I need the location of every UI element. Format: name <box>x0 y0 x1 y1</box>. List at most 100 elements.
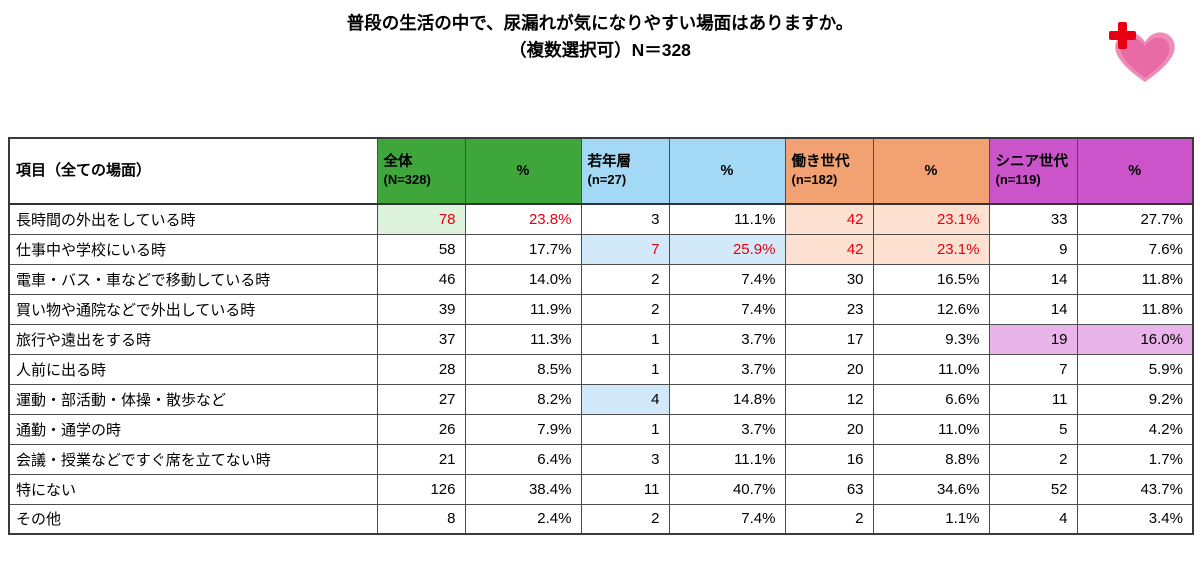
data-cell: 46 <box>376 263 466 295</box>
column-header-percent-7: % <box>1076 137 1194 205</box>
table-row: 電車・バス・車などで移動している時 46 14.0% 2 7.4% 30 16.5% 14 11… <box>8 263 1194 295</box>
data-cell: 39 <box>376 293 466 325</box>
data-cell: 14.0% <box>464 263 582 295</box>
title-line-2: （複数選択可）N＝328 <box>509 40 691 61</box>
column-header-group-0: 全体 (N=328) <box>376 137 466 205</box>
data-cell: 1.7% <box>1076 443 1194 475</box>
data-cell: 11.8% <box>1076 293 1194 325</box>
data-cell: 52 <box>988 473 1078 505</box>
data-cell: 3.7% <box>668 413 786 445</box>
data-cell: 7.4% <box>668 263 786 295</box>
data-cell: 14 <box>988 263 1078 295</box>
data-cell: 11.8% <box>1076 263 1194 295</box>
data-cell: 11.1% <box>668 443 786 475</box>
data-cell: 2 <box>580 263 670 295</box>
data-cell: 11.9% <box>464 293 582 325</box>
data-cell: 12 <box>784 383 874 415</box>
data-cell: 3.7% <box>668 353 786 385</box>
data-cell: 7.4% <box>668 293 786 325</box>
row-label: 通勤・通学の時 <box>8 413 378 445</box>
data-cell: 7 <box>988 353 1078 385</box>
table-row: 会議・授業などですぐ席を立てない時 21 6.4% 3 11.1% 16 8.8% 2 1.7% <box>8 443 1194 475</box>
data-cell: 34.6% <box>872 473 990 505</box>
data-cell: 58 <box>376 233 466 265</box>
data-cell: 21 <box>376 443 466 475</box>
data-cell: 3 <box>580 443 670 475</box>
table-row: 運動・部活動・体操・散歩など 27 8.2% 4 14.8% 12 6.6% 11 9.2% <box>8 383 1194 415</box>
column-header-group-4: 働き世代 (n=182) <box>784 137 874 205</box>
data-cell: 2 <box>580 503 670 535</box>
data-cell: 23 <box>784 293 874 325</box>
data-cell: 25.9% <box>668 233 786 265</box>
data-cell: 43.7% <box>1076 473 1194 505</box>
data-cell: 23.1% <box>872 233 990 265</box>
row-label: 長時間の外出をしている時 <box>8 203 378 235</box>
survey-table: 項目（全ての場面） 全体 (N=328)% 若年層 (n=27)% 働き世代 (n=182… <box>8 137 1194 535</box>
data-cell: 2 <box>580 293 670 325</box>
column-header-percent-1: % <box>464 137 582 205</box>
data-cell: 14 <box>988 293 1078 325</box>
data-cell: 14.8% <box>668 383 786 415</box>
data-cell: 16.5% <box>872 263 990 295</box>
table-row: 人前に出る時 28 8.5% 1 3.7% 20 11.0% 7 5.9% <box>8 353 1194 385</box>
table-row: 旅行や遠出をする時 37 11.3% 1 3.7% 17 9.3% 19 16.0% <box>8 323 1194 355</box>
table-row: 通勤・通学の時 26 7.9% 1 3.7% 20 11.0% 5 4.2% <box>8 413 1194 445</box>
data-cell: 23.1% <box>872 203 990 235</box>
data-cell: 1 <box>580 413 670 445</box>
header-row: 項目（全ての場面） 全体 (N=328)% 若年層 (n=27)% 働き世代 (n=182… <box>8 137 1194 205</box>
data-cell: 3 <box>580 203 670 235</box>
data-cell: 4.2% <box>1076 413 1194 445</box>
data-cell: 11.3% <box>464 323 582 355</box>
row-label: 特にない <box>8 473 378 505</box>
data-cell: 7.4% <box>668 503 786 535</box>
data-cell: 9.3% <box>872 323 990 355</box>
column-header-group-2: 若年層 (n=27) <box>580 137 670 205</box>
data-cell: 6.4% <box>464 443 582 475</box>
data-cell: 4 <box>580 383 670 415</box>
data-cell: 8 <box>376 503 466 535</box>
column-header-percent-3: % <box>668 137 786 205</box>
data-cell: 78 <box>376 203 466 235</box>
data-cell: 11 <box>988 383 1078 415</box>
data-cell: 3.7% <box>668 323 786 355</box>
data-cell: 20 <box>784 353 874 385</box>
data-cell: 38.4% <box>464 473 582 505</box>
data-cell: 27.7% <box>1076 203 1194 235</box>
data-cell: 11.0% <box>872 413 990 445</box>
row-label: 運動・部活動・体操・散歩など <box>8 383 378 415</box>
data-cell: 63 <box>784 473 874 505</box>
data-cell: 27 <box>376 383 466 415</box>
data-cell: 6.6% <box>872 383 990 415</box>
data-cell: 5 <box>988 413 1078 445</box>
data-cell: 1.1% <box>872 503 990 535</box>
data-cell: 33 <box>988 203 1078 235</box>
table-row: 特にない 126 38.4% 11 40.7% 63 34.6% 52 43.7% <box>8 473 1194 505</box>
row-label: その他 <box>8 503 378 535</box>
data-cell: 1 <box>580 323 670 355</box>
data-cell: 20 <box>784 413 874 445</box>
data-cell: 7 <box>580 233 670 265</box>
brand-heart-cross-logo-icon <box>1109 22 1175 82</box>
row-label: 人前に出る時 <box>8 353 378 385</box>
data-cell: 9 <box>988 233 1078 265</box>
data-cell: 1 <box>580 353 670 385</box>
page-title: 普段の生活の中で、尿漏れが気になりやすい場面はありますか。 （複数選択可）N＝3… <box>0 0 1200 64</box>
row-label: 旅行や遠出をする時 <box>8 323 378 355</box>
data-cell: 26 <box>376 413 466 445</box>
data-cell: 7.9% <box>464 413 582 445</box>
table-row: 買い物や通院などで外出している時 39 11.9% 2 7.4% 23 12.6% 14 11.… <box>8 293 1194 325</box>
data-cell: 3.4% <box>1076 503 1194 535</box>
data-cell: 8.2% <box>464 383 582 415</box>
data-cell: 37 <box>376 323 466 355</box>
table-row: 仕事中や学校にいる時 58 17.7% 7 25.9% 42 23.1% 9 7.6% <box>8 233 1194 265</box>
data-cell: 2 <box>784 503 874 535</box>
data-cell: 5.9% <box>1076 353 1194 385</box>
data-cell: 17 <box>784 323 874 355</box>
data-cell: 17.7% <box>464 233 582 265</box>
data-cell: 11 <box>580 473 670 505</box>
data-cell: 8.5% <box>464 353 582 385</box>
corner-header: 項目（全ての場面） <box>8 137 378 205</box>
table-row: 長時間の外出をしている時 78 23.8% 3 11.1% 42 23.1% 33 27.7% <box>8 203 1194 235</box>
data-cell: 23.8% <box>464 203 582 235</box>
data-cell: 2 <box>988 443 1078 475</box>
